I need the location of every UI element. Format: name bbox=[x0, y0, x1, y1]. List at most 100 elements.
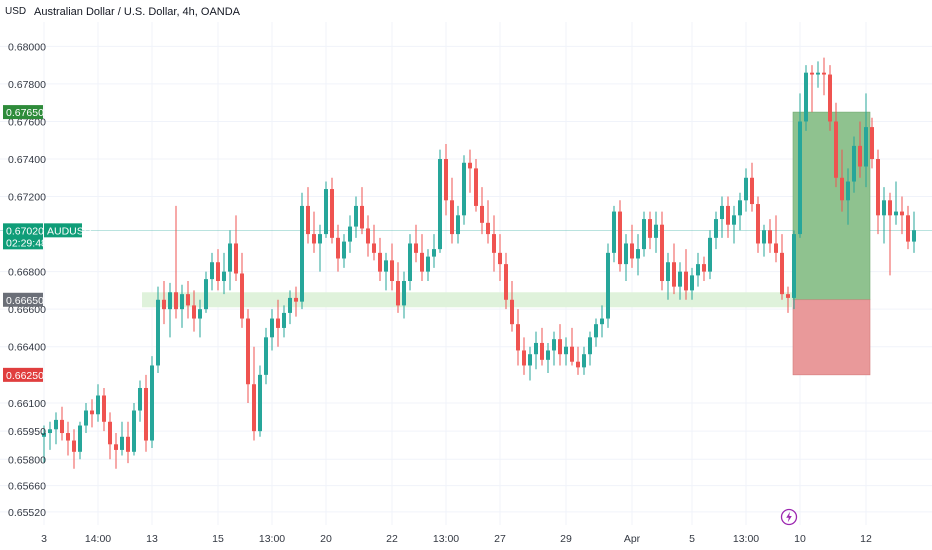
candle bbox=[354, 196, 358, 238]
target-zone[interactable] bbox=[792, 111, 871, 301]
candle bbox=[252, 346, 256, 441]
candle bbox=[474, 159, 478, 212]
x-tick-label: 5 bbox=[689, 533, 695, 545]
candle bbox=[888, 192, 892, 276]
candle bbox=[366, 215, 370, 257]
y-tick-label: 0.67200 bbox=[8, 192, 46, 204]
candle bbox=[114, 433, 118, 469]
candle bbox=[186, 281, 190, 319]
candle bbox=[42, 425, 46, 464]
zones bbox=[0, 111, 932, 376]
candle bbox=[786, 286, 790, 313]
candle bbox=[102, 387, 106, 432]
candle bbox=[492, 215, 496, 272]
candle bbox=[450, 177, 454, 244]
y-tick-label: 0.66100 bbox=[8, 398, 46, 410]
stop-zone[interactable] bbox=[792, 299, 871, 376]
candle bbox=[792, 230, 796, 310]
candle bbox=[270, 309, 274, 351]
y-tick-label: 0.67800 bbox=[8, 79, 46, 91]
candle bbox=[822, 57, 826, 96]
candle bbox=[426, 249, 430, 282]
y-tick-label: 0.67400 bbox=[8, 154, 46, 166]
candle bbox=[606, 243, 610, 328]
candle bbox=[348, 215, 352, 253]
candle bbox=[294, 286, 298, 317]
y-tick-label: 0.66800 bbox=[8, 267, 46, 279]
candle bbox=[84, 403, 88, 434]
candle bbox=[498, 234, 502, 282]
candle bbox=[744, 168, 748, 212]
candle bbox=[480, 187, 484, 235]
candle bbox=[594, 318, 598, 347]
candle bbox=[696, 252, 700, 287]
y-tick-label: 0.65950 bbox=[8, 426, 46, 438]
candle bbox=[372, 224, 376, 261]
x-tick-label: 27 bbox=[494, 533, 506, 545]
candle bbox=[804, 65, 808, 131]
candle bbox=[420, 234, 424, 282]
candle bbox=[96, 384, 100, 422]
candle bbox=[300, 192, 304, 310]
candle bbox=[756, 196, 760, 253]
candle bbox=[540, 327, 544, 366]
x-tick-label: 13:00 bbox=[433, 533, 459, 545]
lightning-icon[interactable] bbox=[780, 508, 798, 526]
candle bbox=[726, 196, 730, 238]
candle bbox=[402, 271, 406, 319]
support-price-tag: 0.66650 bbox=[3, 292, 44, 307]
candle bbox=[876, 149, 880, 235]
candle bbox=[468, 149, 472, 193]
candle bbox=[174, 205, 178, 319]
currency-label: USD bbox=[5, 6, 27, 17]
candle bbox=[288, 290, 292, 325]
candle bbox=[750, 162, 754, 212]
candle bbox=[126, 421, 130, 464]
candle bbox=[516, 309, 520, 366]
candle bbox=[528, 346, 532, 381]
candle bbox=[738, 192, 742, 231]
price-tags: 0.67650 0.67020 02:29:48 AUDUSD 0.66650 … bbox=[3, 105, 92, 382]
candle bbox=[534, 331, 538, 370]
candle bbox=[222, 252, 226, 295]
candle bbox=[282, 305, 286, 338]
candle bbox=[522, 337, 526, 375]
candle bbox=[870, 117, 874, 169]
candle bbox=[414, 224, 418, 263]
candle bbox=[360, 187, 364, 235]
candle bbox=[54, 412, 58, 445]
x-tick-label: 15 bbox=[212, 533, 224, 545]
candle bbox=[834, 102, 838, 188]
candle bbox=[156, 286, 160, 373]
y-axis[interactable]: 0.68000 0.67800 0.67600 0.67400 0.67200 0.668… bbox=[8, 41, 46, 518]
candle bbox=[234, 215, 238, 282]
candle bbox=[678, 262, 682, 300]
x-tick-label: 13:00 bbox=[733, 533, 759, 545]
candle bbox=[654, 211, 658, 253]
candle bbox=[858, 121, 862, 178]
candle bbox=[720, 196, 724, 238]
candle bbox=[246, 309, 250, 404]
candle bbox=[72, 429, 76, 469]
candle bbox=[168, 282, 172, 338]
candle bbox=[438, 149, 442, 253]
candle bbox=[306, 187, 310, 244]
candle bbox=[444, 143, 448, 216]
candle bbox=[600, 305, 604, 338]
candle bbox=[864, 93, 868, 188]
candle bbox=[384, 252, 388, 291]
candle bbox=[810, 65, 814, 113]
candle bbox=[570, 327, 574, 366]
y-tick-label: 0.67600 bbox=[8, 116, 46, 128]
candle bbox=[774, 215, 778, 263]
candle bbox=[900, 196, 904, 235]
candle bbox=[648, 211, 652, 250]
candle bbox=[258, 365, 262, 437]
candle bbox=[714, 211, 718, 250]
y-tick-label: 0.66400 bbox=[8, 342, 46, 354]
candle bbox=[456, 205, 460, 244]
candle bbox=[708, 230, 712, 280]
x-axis[interactable]: 3 14:00 13 15 13:00 20 22 13:00 27 29 Apr 5 13:00 10 1… bbox=[41, 533, 872, 545]
